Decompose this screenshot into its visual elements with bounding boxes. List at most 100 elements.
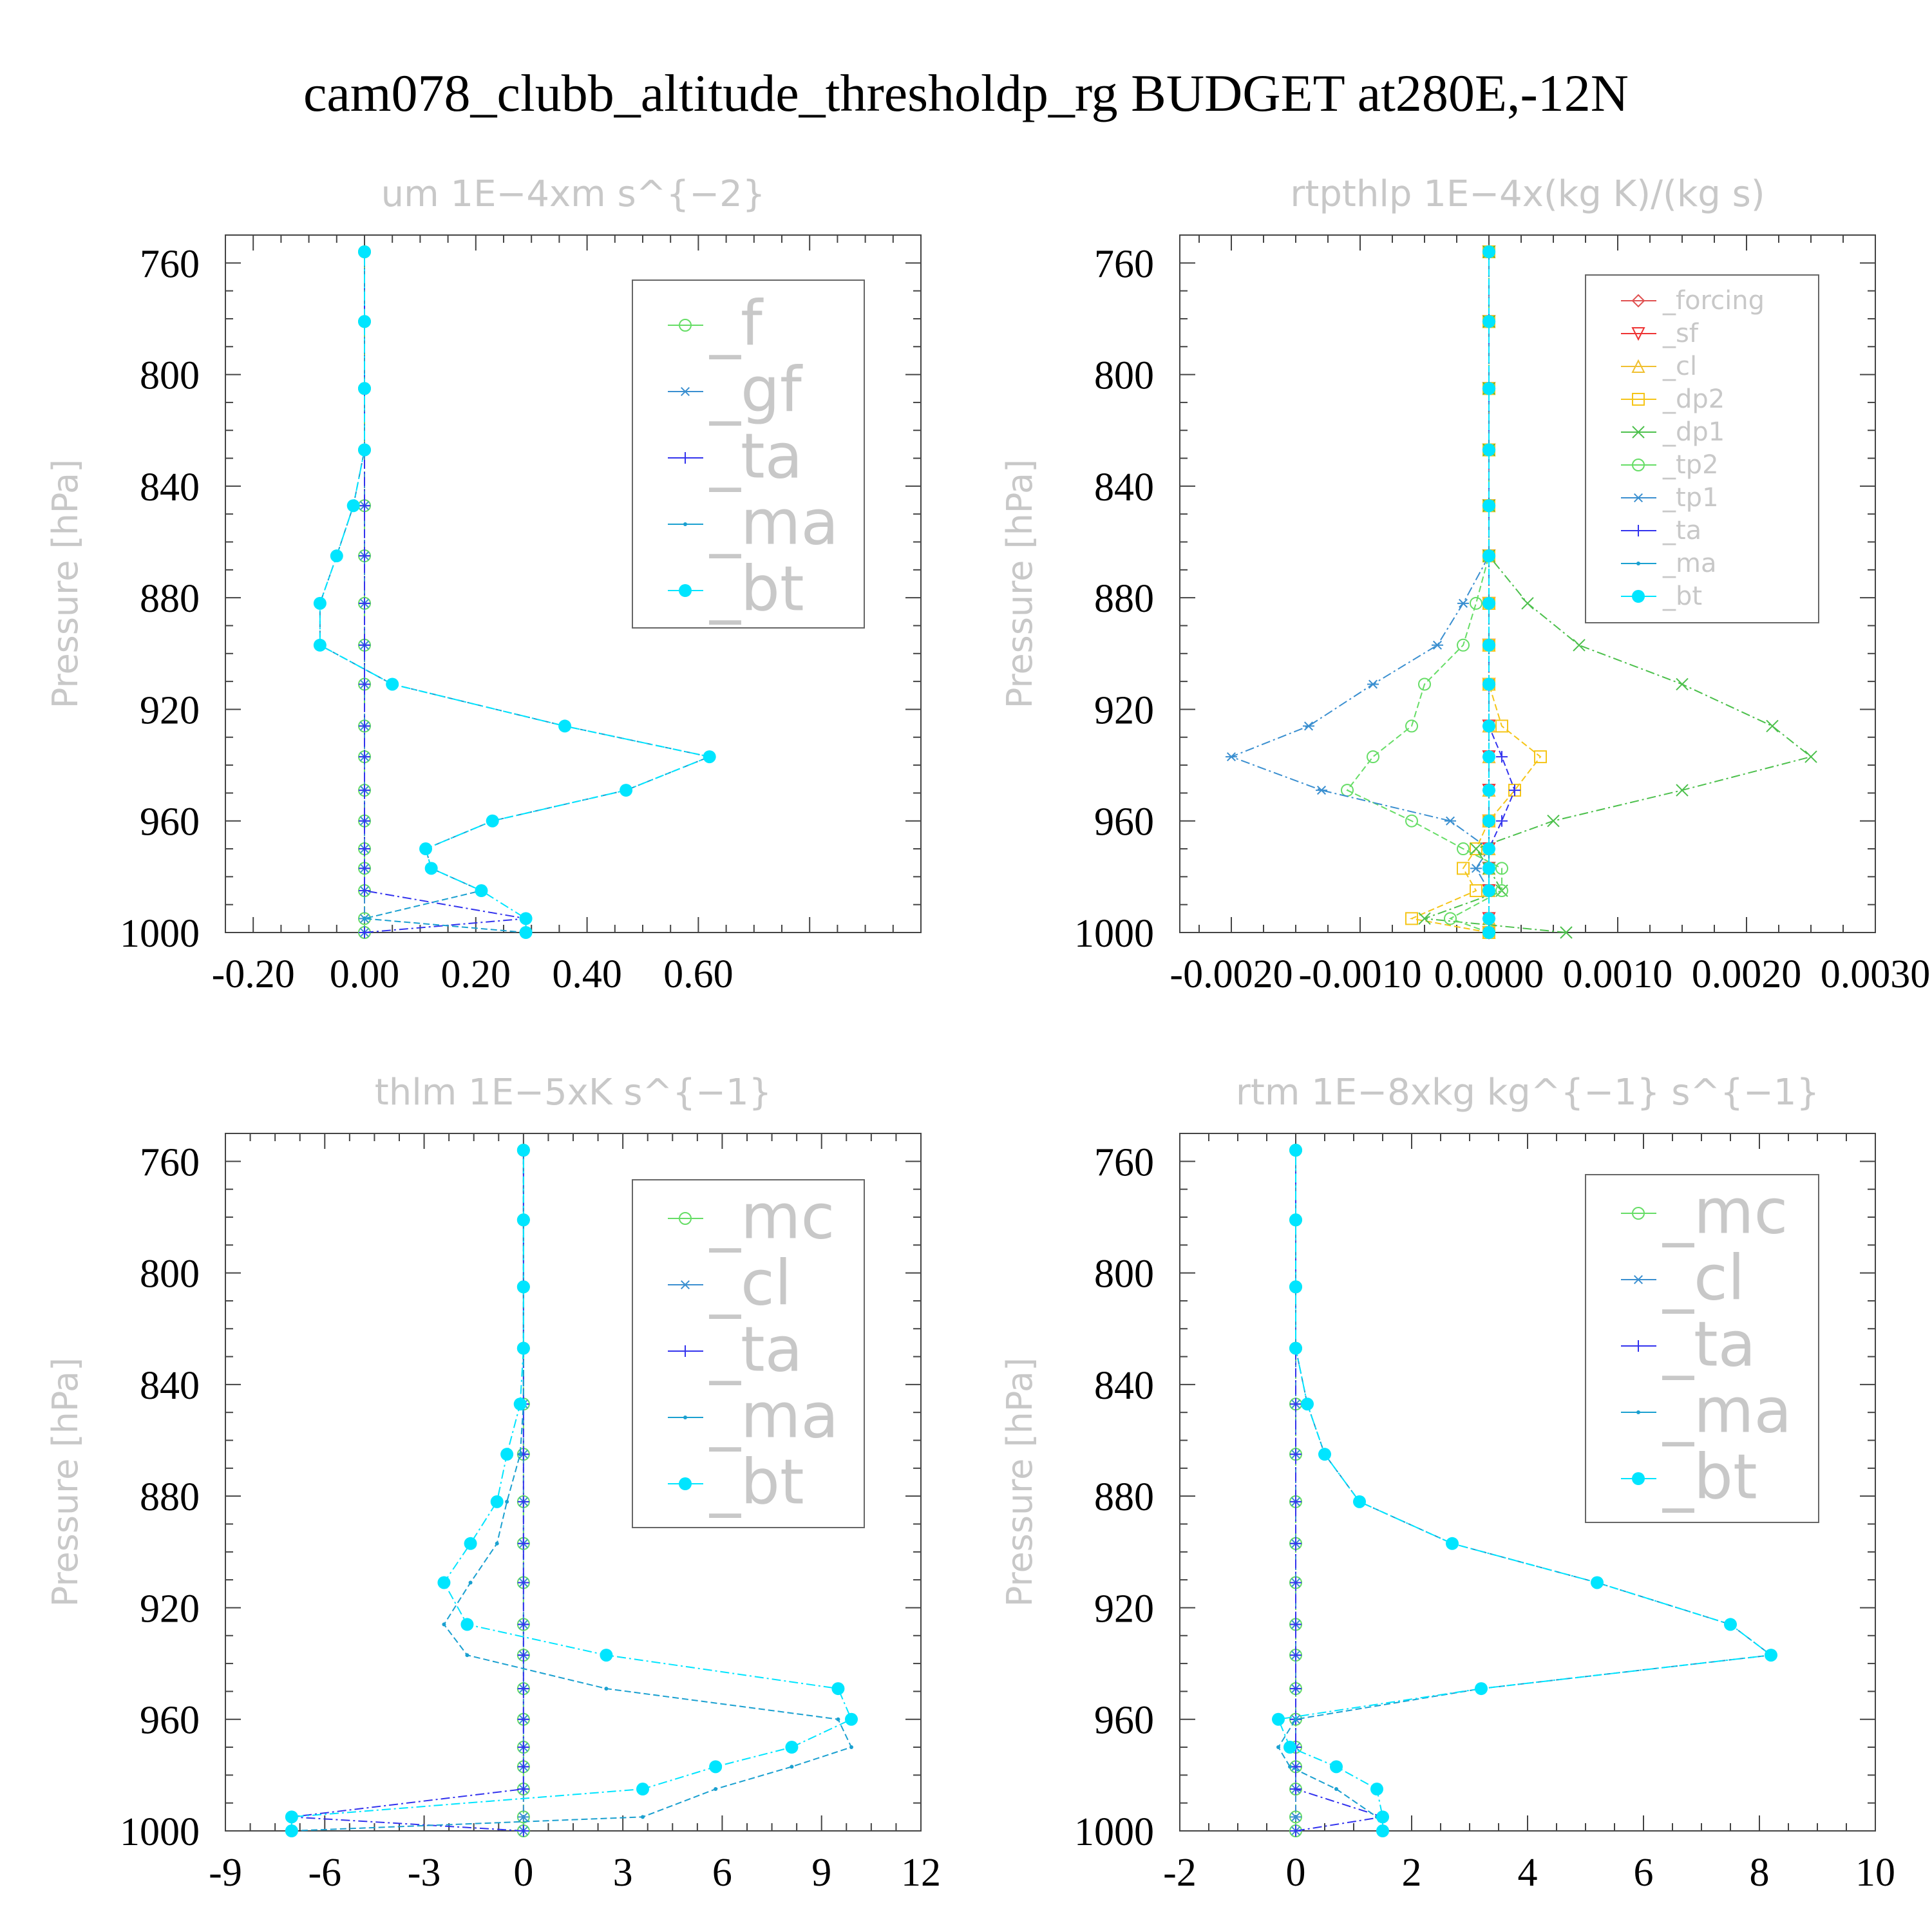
data-point <box>513 1397 527 1411</box>
data-point <box>285 1824 298 1837</box>
data-point <box>1534 750 1547 764</box>
x-tick-label: 0.40 <box>552 952 622 996</box>
data-point <box>359 550 370 562</box>
x-tick-label: 10 <box>1855 1851 1895 1895</box>
data-point <box>1482 315 1495 328</box>
data-point <box>1482 814 1495 828</box>
legend-box <box>1585 1174 1819 1523</box>
legend-entry: _bt <box>709 553 804 625</box>
legend-entry: _ma <box>709 487 838 559</box>
data-point <box>1334 1787 1338 1792</box>
data-point <box>1676 677 1689 691</box>
y-tick-label: 920 <box>1094 688 1154 732</box>
data-point <box>359 815 370 827</box>
legend-marker <box>679 1212 692 1225</box>
data-point <box>518 1452 522 1457</box>
data-point <box>1432 640 1443 650</box>
data-point <box>517 1741 529 1754</box>
legend-marker <box>679 1477 692 1490</box>
data-point <box>1290 1448 1302 1461</box>
legend-marker <box>679 452 691 464</box>
data-point <box>358 382 371 395</box>
data-point <box>495 1541 499 1546</box>
data-point <box>285 1810 298 1824</box>
data-point <box>505 1499 509 1504</box>
legend-entry: _cl <box>1662 1242 1745 1314</box>
legend-marker <box>1632 1472 1645 1485</box>
data-point <box>714 1787 718 1792</box>
chart-panel-2: rtpthlp 1E−4x(kg K)/(kg s) 760 800 840 880 92… <box>999 173 1930 996</box>
data-point <box>1676 784 1689 797</box>
data-point <box>1457 598 1469 608</box>
data-point <box>1482 245 1495 258</box>
series-line <box>1488 251 1516 933</box>
data-point <box>468 1580 473 1585</box>
data-point <box>359 927 370 938</box>
chart-panel-4: rtm 1E−8xkg kg^{−1} s^{−1}76080084088092… <box>999 1072 1895 1895</box>
y-tick-label: 840 <box>1094 1364 1154 1408</box>
data-point <box>1482 596 1495 610</box>
data-point <box>831 1682 845 1696</box>
series-bt <box>1482 245 1495 939</box>
data-point <box>517 1577 529 1589</box>
x-tick-label: 0 <box>1286 1851 1306 1895</box>
x-tick-label: -0.0020 <box>1170 952 1293 996</box>
x-tick-label: -3 <box>408 1851 441 1895</box>
panel-title: rtpthlp 1E−4x(kg K)/(kg s) <box>1290 173 1765 215</box>
data-point <box>1288 1765 1292 1769</box>
data-point <box>517 1495 529 1508</box>
data-point <box>519 912 533 925</box>
legend-entry: _bt <box>709 1446 804 1519</box>
series-bt <box>1272 1143 1777 1837</box>
data-point <box>1418 677 1431 691</box>
data-point <box>1376 1824 1389 1837</box>
data-point <box>465 1653 469 1658</box>
data-point <box>1547 815 1560 828</box>
data-point <box>516 1341 530 1355</box>
y-tick-label: 920 <box>140 688 200 732</box>
x-tick-label: 0.0030 <box>1821 952 1931 996</box>
y-tick-label: 1000 <box>1074 912 1154 956</box>
legend-entry: _ta <box>709 421 802 493</box>
data-point <box>516 1143 530 1157</box>
data-point <box>500 1448 514 1461</box>
data-point <box>363 916 366 921</box>
chart-panel-1: um 1E−4xm s^{−2} 760 800 840 880 920 960 1000 -0… <box>45 173 922 996</box>
data-point <box>1482 912 1495 925</box>
data-point <box>1482 884 1495 898</box>
y-axis-label: Pressure [hPa] <box>45 459 86 708</box>
panel-title: um 1E−4xm s^{−2} <box>381 173 766 215</box>
y-tick-label: 880 <box>1094 1475 1154 1519</box>
data-point <box>486 814 499 828</box>
legend-marker <box>1632 590 1645 603</box>
x-tick-label: -6 <box>308 1851 341 1895</box>
data-point <box>346 499 360 513</box>
y-tick-label: 760 <box>1094 1141 1154 1184</box>
legend-marker <box>1636 1410 1640 1414</box>
y-tick-label: 800 <box>1094 354 1154 398</box>
data-point <box>358 245 371 258</box>
legend-marker <box>679 1345 691 1357</box>
legend-marker <box>1631 294 1645 308</box>
legend-entry: _dp2 <box>1662 384 1725 414</box>
legend-marker <box>1632 459 1645 471</box>
x-tick-label: 0.0000 <box>1434 952 1544 996</box>
data-point <box>1496 751 1508 763</box>
data-point <box>516 1213 530 1227</box>
legend-entry: _ma <box>1662 1375 1792 1447</box>
data-point <box>1482 677 1495 691</box>
x-tick-label: 6 <box>712 1851 732 1895</box>
data-point <box>558 719 572 733</box>
data-point <box>1560 926 1573 939</box>
data-point <box>437 1576 451 1589</box>
data-point <box>1367 750 1379 764</box>
data-point <box>1290 1825 1302 1837</box>
x-tick-label: -2 <box>1163 1851 1197 1895</box>
data-point <box>517 1825 529 1837</box>
data-point <box>517 1618 529 1631</box>
y-tick-label: 760 <box>1094 242 1154 286</box>
data-point <box>1289 1280 1302 1294</box>
data-point <box>1482 750 1495 764</box>
legend-entry: _ta <box>709 1314 802 1386</box>
